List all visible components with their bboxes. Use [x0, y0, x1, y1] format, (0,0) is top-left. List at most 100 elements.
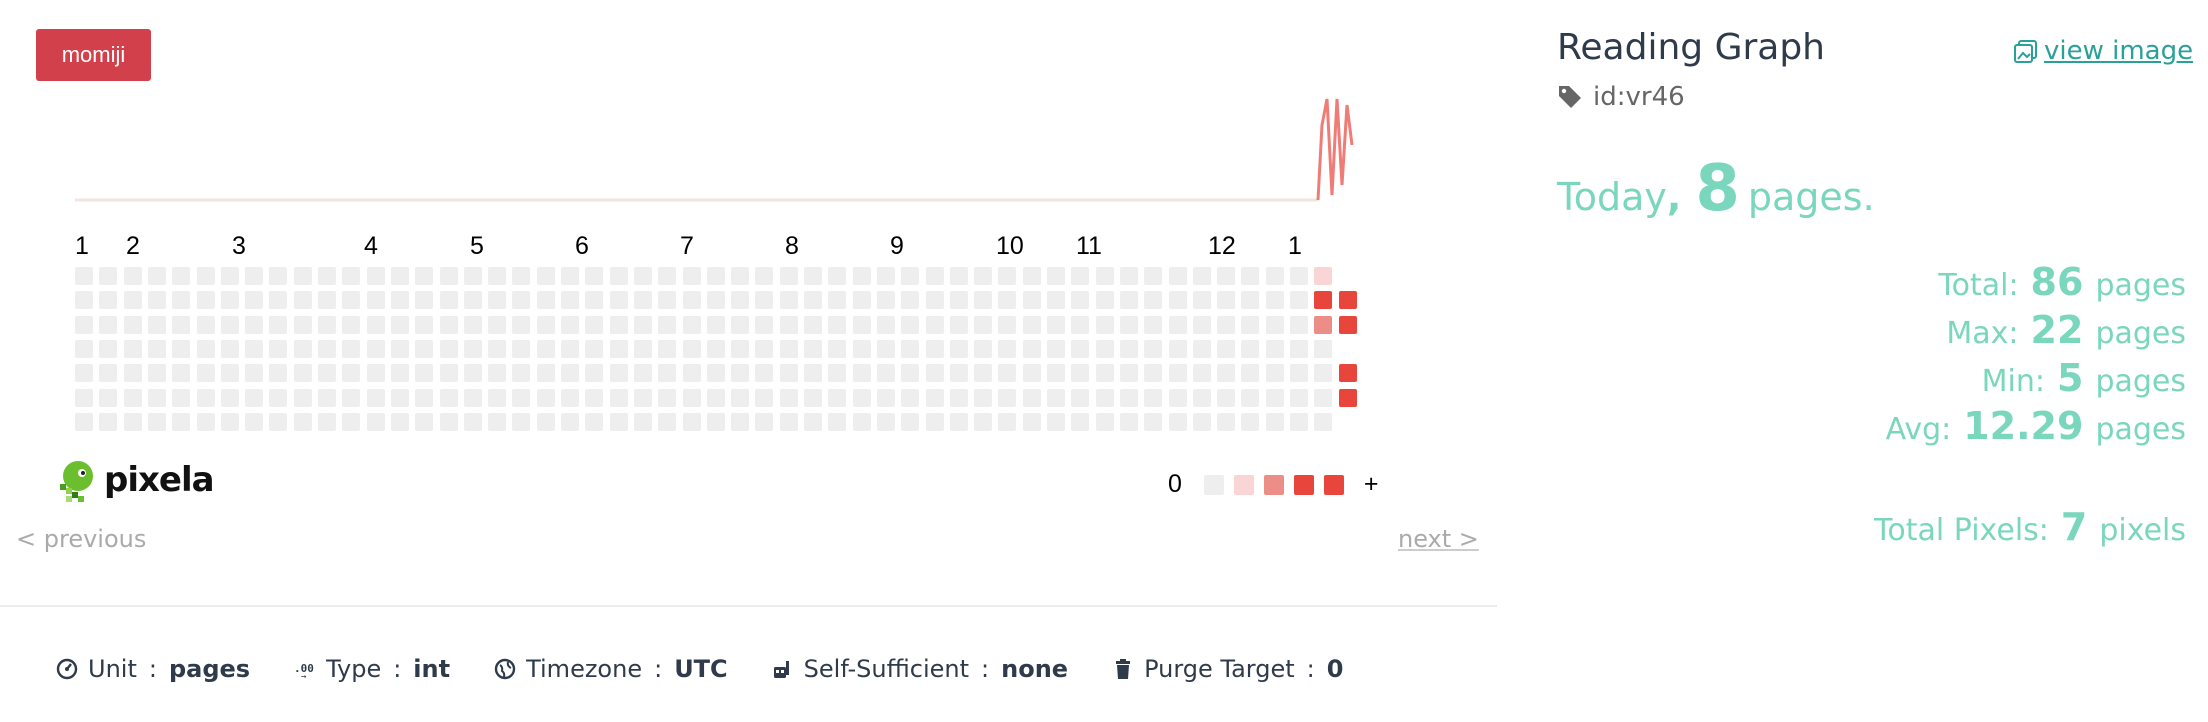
heatmap-cell[interactable]	[634, 291, 652, 309]
heatmap-cell[interactable]	[901, 291, 919, 309]
heatmap-cell[interactable]	[998, 389, 1016, 407]
heatmap-cell[interactable]	[172, 364, 190, 382]
heatmap-cell[interactable]	[124, 413, 142, 431]
heatmap-cell[interactable]	[1144, 340, 1162, 358]
heatmap-cell[interactable]	[707, 291, 725, 309]
heatmap-cell[interactable]	[610, 316, 628, 334]
heatmap-cell[interactable]	[1217, 413, 1235, 431]
heatmap-cell[interactable]	[755, 389, 773, 407]
heatmap-cell[interactable]	[1169, 364, 1187, 382]
heatmap-cell[interactable]	[853, 364, 871, 382]
heatmap-cell[interactable]	[1266, 364, 1284, 382]
heatmap-cell[interactable]	[294, 413, 312, 431]
heatmap-cell[interactable]	[877, 413, 895, 431]
heatmap-cell[interactable]	[1193, 413, 1211, 431]
heatmap-cell[interactable]	[683, 340, 701, 358]
heatmap-cell[interactable]	[804, 291, 822, 309]
heatmap-cell[interactable]	[1290, 316, 1308, 334]
heatmap-cell[interactable]	[610, 389, 628, 407]
heatmap-cell[interactable]	[877, 364, 895, 382]
heatmap-cell[interactable]	[1096, 291, 1114, 309]
heatmap-cell[interactable]	[828, 340, 846, 358]
heatmap-cell[interactable]	[610, 413, 628, 431]
heatmap-cell[interactable]	[755, 340, 773, 358]
heatmap-cell[interactable]	[585, 316, 603, 334]
heatmap-cell[interactable]	[342, 364, 360, 382]
heatmap-cell[interactable]	[172, 389, 190, 407]
heatmap-cell[interactable]	[294, 316, 312, 334]
heatmap-cell[interactable]	[99, 267, 117, 285]
heatmap-cell[interactable]	[1169, 316, 1187, 334]
heatmap-cell[interactable]	[998, 413, 1016, 431]
heatmap-cell[interactable]	[1023, 267, 1041, 285]
heatmap-cell[interactable]	[1241, 364, 1259, 382]
heatmap-cell[interactable]	[950, 340, 968, 358]
heatmap-cell[interactable]	[1047, 413, 1065, 431]
heatmap-cell[interactable]	[124, 389, 142, 407]
heatmap-cell[interactable]	[780, 291, 798, 309]
heatmap-cell[interactable]	[634, 340, 652, 358]
heatmap-cell[interactable]	[1241, 340, 1259, 358]
heatmap-cell[interactable]	[1241, 267, 1259, 285]
heatmap-cell[interactable]	[683, 291, 701, 309]
heatmap-cell[interactable]	[780, 340, 798, 358]
heatmap-cell[interactable]	[488, 267, 506, 285]
heatmap-cell[interactable]	[99, 316, 117, 334]
heatmap-cell[interactable]	[99, 413, 117, 431]
heatmap-cell[interactable]	[464, 316, 482, 334]
heatmap-cell[interactable]	[1266, 316, 1284, 334]
heatmap-cell[interactable]	[464, 340, 482, 358]
heatmap-cell[interactable]	[634, 267, 652, 285]
heatmap-cell[interactable]	[415, 291, 433, 309]
heatmap-cell[interactable]	[1144, 291, 1162, 309]
heatmap-cell[interactable]	[124, 364, 142, 382]
heatmap-cell[interactable]	[148, 413, 166, 431]
heatmap-cell[interactable]	[391, 413, 409, 431]
heatmap-cell[interactable]	[683, 364, 701, 382]
heatmap-cell[interactable]	[367, 267, 385, 285]
heatmap-cell[interactable]	[610, 340, 628, 358]
heatmap-cell[interactable]	[926, 364, 944, 382]
heatmap-cell[interactable]	[391, 364, 409, 382]
heatmap-cell[interactable]	[1169, 267, 1187, 285]
heatmap-cell[interactable]	[1120, 340, 1138, 358]
heatmap-cell[interactable]	[245, 340, 263, 358]
heatmap-cell[interactable]	[172, 267, 190, 285]
heatmap-cell[interactable]	[707, 267, 725, 285]
heatmap-cell[interactable]	[318, 291, 336, 309]
heatmap-cell[interactable]	[318, 364, 336, 382]
heatmap-cell[interactable]	[124, 340, 142, 358]
heatmap-cell[interactable]	[318, 340, 336, 358]
heatmap-cell[interactable]	[828, 291, 846, 309]
heatmap-cell[interactable]	[998, 267, 1016, 285]
heatmap-cell[interactable]	[585, 340, 603, 358]
heatmap-cell[interactable]	[780, 413, 798, 431]
heatmap-cell[interactable]	[512, 291, 530, 309]
next-link[interactable]: next >	[1398, 525, 1479, 553]
heatmap-cell[interactable]	[974, 291, 992, 309]
heatmap-cell[interactable]	[853, 316, 871, 334]
heatmap-cell[interactable]	[561, 413, 579, 431]
heatmap-cell[interactable]	[1241, 291, 1259, 309]
heatmap-cell[interactable]	[415, 340, 433, 358]
heatmap-cell[interactable]	[1217, 291, 1235, 309]
heatmap-cell[interactable]	[1314, 389, 1332, 407]
heatmap-cell[interactable]	[610, 291, 628, 309]
heatmap-cell[interactable]	[683, 389, 701, 407]
heatmap-cell[interactable]	[828, 389, 846, 407]
heatmap-cell[interactable]	[974, 267, 992, 285]
heatmap-cell[interactable]	[1339, 291, 1357, 309]
heatmap-cell[interactable]	[1339, 316, 1357, 334]
heatmap-cell[interactable]	[391, 316, 409, 334]
heatmap-cell[interactable]	[853, 267, 871, 285]
heatmap-cell[interactable]	[1217, 316, 1235, 334]
heatmap-cell[interactable]	[269, 340, 287, 358]
heatmap-cell[interactable]	[1241, 413, 1259, 431]
heatmap-cell[interactable]	[269, 413, 287, 431]
heatmap-cell[interactable]	[974, 340, 992, 358]
heatmap-cell[interactable]	[221, 413, 239, 431]
heatmap-cell[interactable]	[537, 267, 555, 285]
heatmap-cell[interactable]	[901, 267, 919, 285]
heatmap-cell[interactable]	[950, 316, 968, 334]
heatmap-cell[interactable]	[1047, 389, 1065, 407]
